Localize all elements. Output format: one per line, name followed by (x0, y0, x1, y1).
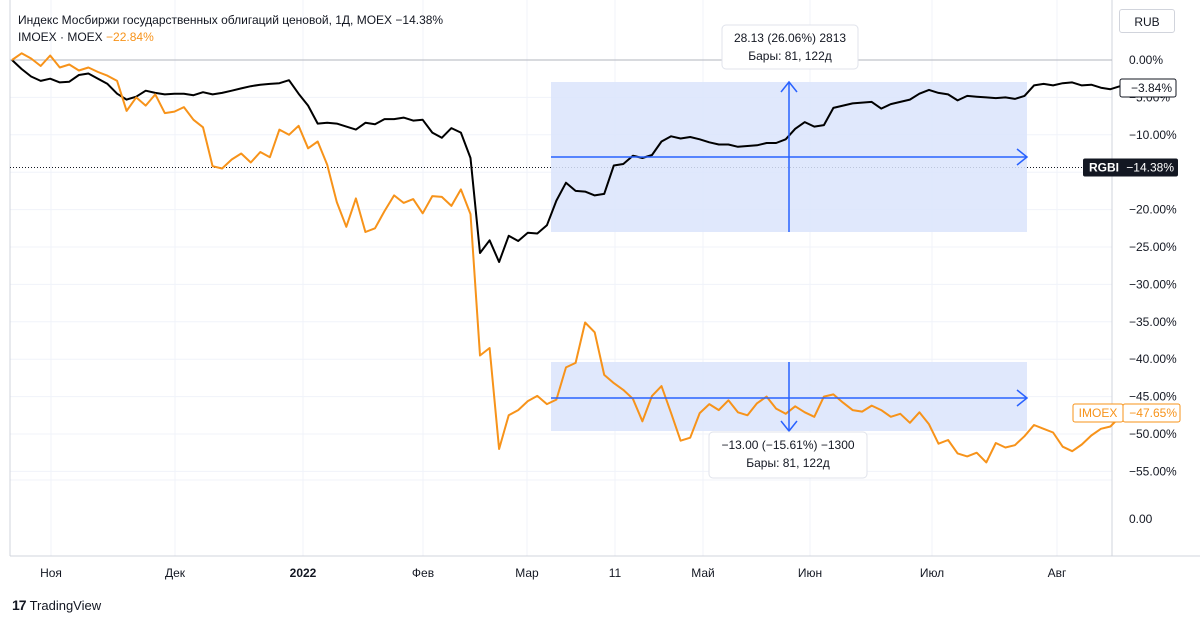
y-tick-label: −50.00% (1129, 427, 1177, 441)
legend-row-imoex: IMOEX · MOEX −22.84% (18, 29, 443, 46)
measure-tooltip-rgbi-line2: Бары: 81, 122д (748, 49, 832, 63)
legend-rgbi-title: Индекс Мосбиржи государственных облигаци… (18, 13, 393, 27)
currency-button[interactable]: RUB (1119, 9, 1175, 33)
y-tick-label: −40.00% (1129, 352, 1177, 366)
x-tick-label: Июн (798, 566, 822, 580)
x-tick-label: Мар (515, 566, 539, 580)
x-tick-label: Авг (1048, 566, 1067, 580)
legend-imoex-change: −22.84% (106, 30, 154, 44)
y-tick-label: −55.00% (1129, 464, 1177, 478)
y-tick-label: −35.00% (1129, 315, 1177, 329)
measure-tooltip-imoex-line1: −13.00 (−15.61%) −1300 (721, 438, 854, 452)
rgbi-price-label-name: RGBI (1089, 161, 1119, 175)
rgbi-high-label-text: −3.84% (1131, 81, 1172, 95)
series-line-imoex (11, 52, 1121, 464)
x-tick-label: Июл (920, 566, 944, 580)
x-tick-label: Май (691, 566, 715, 580)
arrow-down-icon (780, 420, 798, 433)
arrow-right-icon (1016, 148, 1029, 166)
rgbi-price-label-value: −14.38% (1126, 161, 1174, 175)
x-tick-label: Дек (165, 566, 186, 580)
x-tick-label: Фев (412, 566, 434, 580)
measure-tooltip-imoex (708, 431, 868, 479)
measure-tooltip-rgbi-line1: 28.13 (26.06%) 2813 (734, 31, 846, 45)
series-line-rgbi (11, 59, 1121, 263)
rgbi-high-label (1119, 78, 1177, 98)
tradingview-logo-icon: 17 (12, 597, 27, 613)
legend-row-rgbi: Индекс Мосбиржи государственных облигаци… (18, 12, 443, 29)
rgbi-price-label (1083, 158, 1178, 177)
arrow-right-icon (1016, 389, 1029, 407)
measure-tooltip-rgbi (721, 24, 859, 70)
y-tick-label: −25.00% (1129, 240, 1177, 254)
x-tick-label: 11 (609, 566, 622, 580)
measure-tooltip-imoex-line2: Бары: 81, 122д (746, 456, 830, 470)
x-tick-label: 2022 (290, 566, 317, 580)
y-tick-label: −45.00% (1129, 390, 1177, 404)
y-tick-label-extra: 0.00 (1129, 512, 1153, 526)
arrow-up-icon (780, 80, 798, 93)
y-tick-label: −30.00% (1129, 277, 1177, 291)
chart-legend: Индекс Мосбиржи государственных облигаци… (18, 12, 443, 46)
y-tick-label: −20.00% (1129, 203, 1177, 217)
y-tick-label: −10.00% (1129, 128, 1177, 142)
legend-imoex-title: IMOEX · MOEX (18, 30, 103, 44)
tradingview-brand: TradingView (29, 597, 102, 613)
imoex-price-label-value: −47.65% (1129, 406, 1177, 420)
legend-rgbi-change: −14.38% (395, 13, 444, 27)
imoex-price-label (1122, 403, 1181, 423)
x-tick-label: Ноя (40, 566, 62, 580)
tradingview-footer[interactable]: 17 TradingView (12, 597, 101, 613)
y-tick-label: 0.00% (1129, 53, 1163, 67)
imoex-name-label-text: IMOEX (1079, 406, 1118, 420)
